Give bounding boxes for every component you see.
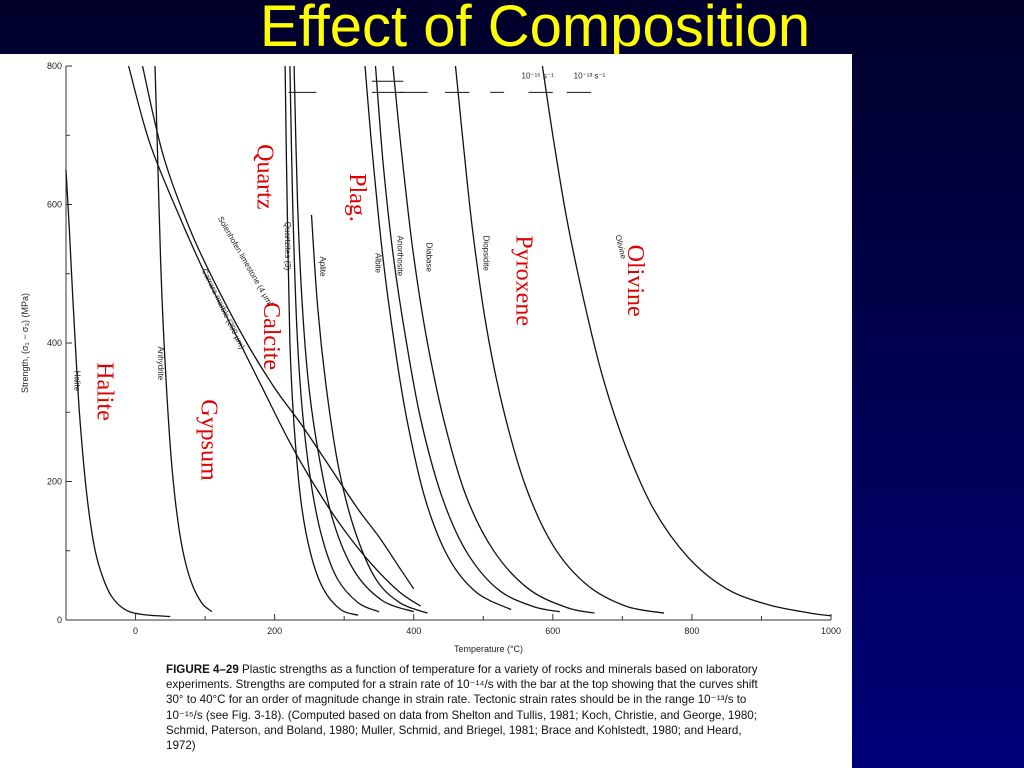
curve-label: Diopsidite (481, 236, 490, 272)
curve-label: Anhydrite (156, 346, 165, 380)
curve-label: Solenhofen limestone (4 μm) (216, 215, 275, 309)
figure-panel: 0 200 400 600 800 0 200 400 600 800 1000 Temperatur… (0, 54, 852, 768)
strain-rate-label: 10⁻¹³ s⁻¹ (574, 71, 606, 80)
mineral-annotation: Plag. (344, 173, 370, 222)
curve-label: Quartzites (3) (283, 222, 292, 271)
mineral-annotation: Olivine (622, 245, 648, 317)
y-tick-label: 600 (47, 200, 62, 210)
series-line (127, 65, 422, 607)
y-tick-label: 0 (57, 615, 62, 625)
slide-title: Effect of Composition (259, 0, 811, 59)
y-tick-label: 800 (47, 61, 62, 71)
series-line (289, 65, 380, 613)
x-tick-label: 600 (545, 626, 560, 636)
curve-label: Halite (72, 371, 81, 392)
x-tick-label: 400 (406, 626, 421, 636)
mineral-annotation: Calcite (258, 302, 284, 370)
strength-temperature-chart: 0 200 400 600 800 0 200 400 600 800 1000 Temperatur… (20, 61, 841, 654)
figure-caption: FIGURE 4–29 Plastic strengths as a funct… (166, 662, 766, 753)
curve-label: Carrara marble (200 μm) (200, 267, 247, 351)
series-line (65, 169, 171, 618)
strain-rate-label: 10⁻¹⁵ s⁻¹ (522, 71, 555, 80)
x-axis-label: Temperature (°C) (454, 644, 523, 654)
series-line (454, 65, 665, 614)
y-tick-label: 200 (47, 477, 62, 487)
y-axis-label: Strength, (σ₁ − σ₃) (MPa) (20, 293, 30, 393)
series-line (392, 65, 595, 614)
mineral-annotation: Gypsum (196, 399, 222, 481)
mineral-annotation: Quartz (251, 144, 277, 209)
series-line (154, 65, 213, 613)
mineral-annotation: Halite (91, 362, 117, 421)
series-line (364, 65, 512, 611)
series-line (293, 65, 414, 613)
x-tick-label: 200 (267, 626, 282, 636)
mineral-annotation: Pyroxene (511, 235, 537, 326)
curve-label: Aplite (318, 256, 327, 277)
series-line (141, 65, 415, 590)
series-line (284, 65, 359, 616)
series-line (310, 214, 428, 614)
caption-text: Plastic strengths as a function of tempe… (166, 663, 758, 753)
series-line (374, 65, 560, 613)
curve-label: Albite (373, 253, 382, 274)
caption-lead: FIGURE 4–29 (166, 663, 239, 676)
series-line (541, 65, 832, 617)
curve-label: Anorthosite (396, 236, 405, 277)
x-tick-label: 800 (684, 626, 699, 636)
x-tick-label: 0 (133, 626, 138, 636)
x-tick-label: 1000 (821, 626, 841, 636)
y-tick-label: 400 (47, 338, 62, 348)
curve-label: Diabase (424, 243, 433, 273)
